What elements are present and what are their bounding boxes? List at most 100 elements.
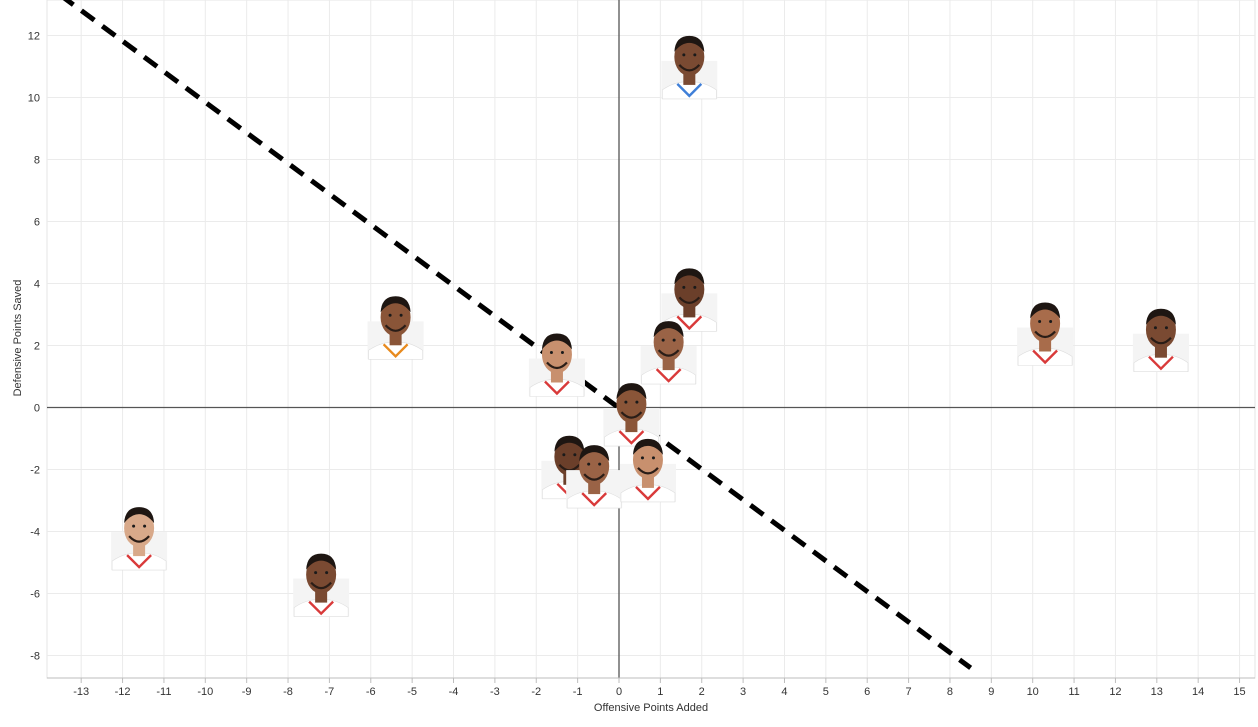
x-tick-label: 15: [1233, 686, 1245, 698]
x-tick-label: -8: [283, 686, 293, 698]
hair: [306, 553, 337, 570]
eye: [624, 400, 628, 404]
player-marker: [293, 553, 350, 617]
beard: [637, 467, 659, 475]
x-tick-label: 0: [616, 686, 622, 698]
neck: [683, 305, 696, 318]
reference-dashed-line: [62, 0, 973, 670]
player-marker: [640, 321, 697, 385]
beard: [546, 361, 568, 370]
neck: [683, 72, 696, 85]
y-tick-label: 6: [34, 217, 40, 229]
jersey-collar: [308, 600, 334, 616]
hair: [674, 268, 705, 285]
grid-layer: [46, 0, 1256, 679]
eye: [143, 524, 147, 528]
beard: [310, 581, 332, 590]
jersey-collar: [1032, 349, 1058, 365]
x-tick-label: 2: [699, 686, 705, 698]
jersey-collar: [676, 83, 703, 98]
points-layer: [111, 35, 1189, 617]
player-marker: [1132, 308, 1189, 373]
jersey-collar: [382, 343, 409, 358]
eye: [325, 571, 329, 575]
y-tick-label: -6: [30, 589, 40, 601]
y-axis-title: Defensive Points Saved: [12, 280, 24, 397]
x-tick-label: 1: [657, 686, 663, 698]
neck: [662, 358, 675, 371]
x-tick-label: -11: [156, 686, 171, 698]
x-tick-label: 6: [864, 686, 870, 698]
x-tick-label: -7: [325, 686, 335, 698]
eye: [587, 462, 591, 466]
eye: [388, 313, 392, 317]
eye: [1153, 326, 1157, 330]
reference-line-layer: [62, 0, 973, 670]
player-marker: [111, 507, 168, 571]
beard: [583, 473, 605, 481]
eye: [1049, 320, 1053, 323]
jersey-collar: [126, 554, 152, 569]
y-tick-label: 2: [34, 341, 40, 353]
eye: [314, 571, 318, 575]
x-tick-label: 9: [988, 686, 994, 698]
x-tick-label: 14: [1192, 686, 1204, 698]
player-marker: [528, 333, 585, 397]
neck: [588, 482, 601, 495]
hair: [653, 321, 684, 338]
y-tick-label: -4: [30, 527, 40, 539]
eye: [651, 456, 655, 460]
eye: [1164, 326, 1168, 330]
hair: [554, 435, 585, 452]
hair: [541, 333, 572, 350]
x-axis-title: Offensive Points Added: [594, 702, 708, 714]
eye: [573, 453, 577, 457]
eye: [560, 351, 564, 354]
x-tick-label: 12: [1109, 686, 1121, 698]
player-marker: [1017, 302, 1074, 366]
player-marker: [661, 35, 718, 100]
beard: [1150, 336, 1172, 345]
beard: [128, 535, 150, 543]
player-marker: [661, 268, 718, 332]
beard: [620, 411, 643, 419]
jersey-collar: [581, 492, 608, 507]
eye: [399, 313, 403, 317]
hair: [579, 445, 610, 462]
beard: [678, 64, 701, 72]
eye: [1038, 320, 1042, 323]
x-tick-label: 7: [906, 686, 912, 698]
beard: [384, 324, 407, 332]
eye: [635, 400, 639, 404]
eye: [549, 351, 553, 354]
y-tick-label: 0: [34, 403, 40, 415]
y-tick-label: -2: [30, 465, 40, 477]
jersey-collar: [655, 368, 682, 383]
jersey-collar: [635, 486, 661, 501]
hair: [124, 507, 155, 524]
x-tick-label: 13: [1151, 686, 1163, 698]
hair: [632, 438, 663, 455]
hair: [1030, 302, 1061, 319]
x-tick-label: 5: [823, 686, 829, 698]
y-tick-label: -8: [30, 651, 40, 663]
x-tick-label: 8: [947, 686, 953, 698]
eye: [693, 53, 697, 57]
x-tick-label: 4: [781, 686, 787, 698]
eye: [132, 524, 136, 528]
axis-layer: -13 -12 -11 -10 -9 -8 -7 -6 -5 -4 -3 -2 -1 0 1 2 3 4 5 6 7 8 9…: [28, 31, 1255, 698]
neck: [315, 590, 328, 603]
eye: [682, 53, 686, 57]
x-tick-label: 3: [740, 686, 746, 698]
hair: [674, 35, 705, 52]
y-tick-label: 10: [28, 93, 40, 105]
eye: [661, 338, 665, 342]
x-tick-label: -13: [73, 686, 89, 698]
hair: [380, 296, 411, 313]
x-tick-label: -10: [197, 686, 213, 698]
eye: [640, 456, 644, 460]
x-tick-label: -12: [115, 686, 131, 698]
zero-lines: [47, 0, 1255, 678]
eye: [693, 285, 697, 289]
